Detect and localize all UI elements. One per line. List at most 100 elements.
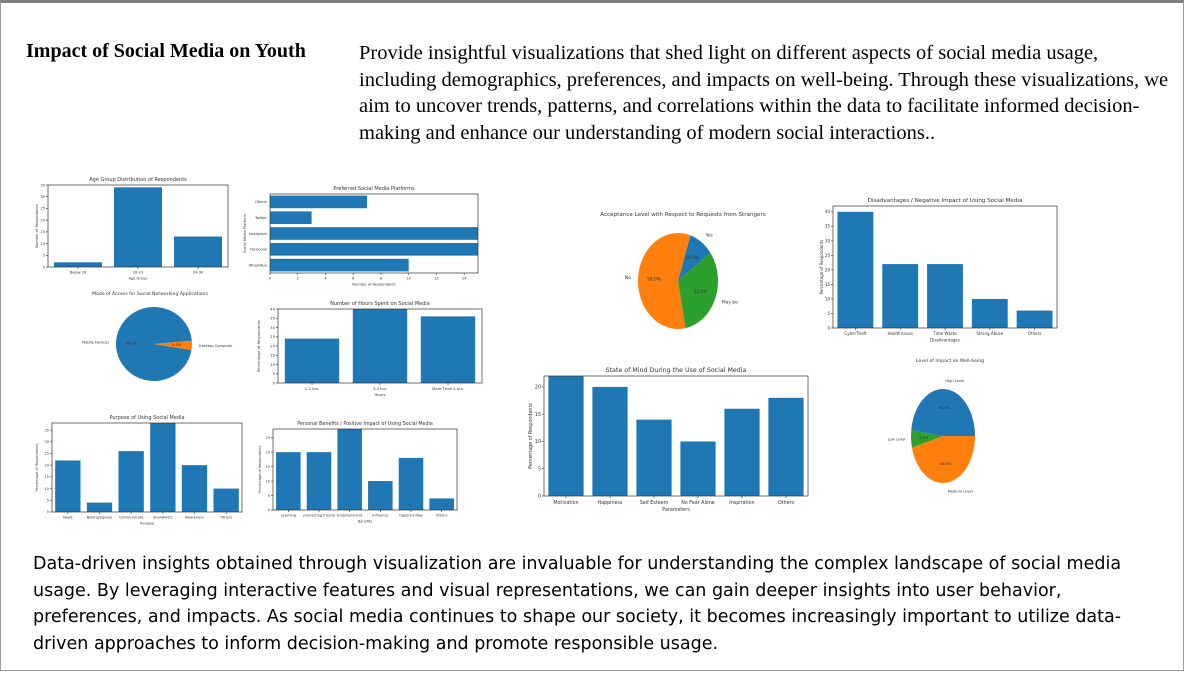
x-axis-label: Age Group — [128, 277, 148, 281]
chart-title: Preferred Social Media Platforms — [333, 186, 415, 192]
x-axis-label: Hours — [374, 392, 385, 397]
x-tick-label: Others — [436, 514, 448, 518]
y-tick-label: 5 — [273, 371, 276, 376]
platforms-chart-svg: Preferred Social Media Platforms WhatsApp… — [243, 186, 479, 287]
x-tick-label: CyberTheft — [844, 331, 867, 336]
x-tick-label: Self Esteem — [640, 500, 669, 506]
x-tick-label: No Fear Alone — [681, 500, 715, 506]
y-tick-label: 25 — [266, 436, 270, 440]
y-tick-label: 0 — [43, 265, 46, 269]
chart-title: Disadvantages / Negative Impact of Using… — [868, 198, 1023, 204]
plot-frame — [543, 375, 809, 497]
wellbeing-chart-svg: Level of Impact on Well-being High Level 4… — [888, 358, 985, 493]
x-axis-label: Purpose — [140, 521, 154, 525]
x-tick-label: Others — [1028, 331, 1041, 336]
bar — [270, 195, 368, 209]
x-tick-label: Opportunities — [399, 514, 423, 518]
x-tick-label: 10 — [406, 277, 411, 281]
bar — [882, 264, 919, 328]
bar — [284, 338, 340, 383]
chart-title: Personal Benefits / Positive Impact of U… — [297, 421, 433, 427]
y-tick-label: 15 — [535, 412, 541, 418]
bar — [971, 298, 1008, 328]
strangers-chart: Acceptance Level with Respect to Request… — [598, 206, 768, 336]
hours-chart: Number of Hours Spent on Social Media 1-2… — [252, 295, 492, 411]
y-tick-label: 35 — [40, 183, 45, 187]
x-tick-label: 18-23 — [133, 271, 143, 275]
bar — [927, 264, 963, 328]
x-tick-label: Others — [220, 516, 232, 520]
y-axis-label: Social Media Platform — [243, 214, 247, 253]
y-tick-label: 25 — [45, 452, 49, 456]
bar — [680, 441, 716, 496]
bar — [306, 452, 332, 510]
bar — [270, 211, 312, 225]
state-of-mind-chart: State of Mind During the Use of Social M… — [522, 362, 814, 518]
y-tick-label: 30 — [45, 440, 49, 444]
chart-title: State of Mind During the Use of Social M… — [606, 367, 747, 374]
bar — [352, 309, 408, 383]
bar — [118, 451, 144, 512]
bar — [837, 211, 874, 328]
plot-frame — [47, 184, 229, 268]
chart-title: Mode of Access for Social Networking App… — [92, 291, 208, 297]
y-tick-label: 20 — [270, 343, 275, 348]
x-tick-label: News — [63, 516, 73, 520]
x-tick-label: Awareness — [185, 516, 204, 520]
y-tick-label: 5 — [43, 254, 45, 258]
access-mode-chart: Mode of Access for Social Networking App… — [80, 289, 233, 385]
wellbeing-chart: Level of Impact on Well-being High Level 4… — [888, 352, 1010, 493]
slice-label: High Level — [945, 379, 964, 383]
x-tick-label: More Than 4 hrs. — [432, 386, 464, 391]
x-tick-label: Learning — [281, 514, 296, 518]
slice-percent: 46.0% — [940, 462, 952, 466]
y-tick-label: 15 — [270, 353, 275, 358]
chart-title: Acceptance Level with Respect to Request… — [600, 212, 765, 218]
slice-label: Low Level — [888, 438, 906, 442]
bar — [398, 457, 424, 510]
y-tick-label: Facebook — [250, 248, 268, 252]
y-tick-label: 10 — [40, 242, 45, 246]
x-tick-label: Others — [778, 500, 795, 506]
x-tick-label: Time Waste — [932, 331, 957, 336]
slice-percent: 58.0% — [647, 277, 661, 283]
bar — [270, 258, 409, 272]
slice-label: Yes — [705, 233, 714, 239]
x-tick-label: 14 — [462, 277, 467, 281]
age-group-chart: Age Group Distribution of Respondents Bel… — [28, 171, 238, 291]
disadvantages-chart-svg: Disadvantages / Negative Impact of Using… — [819, 198, 1058, 342]
y-tick-label: 40 — [270, 306, 275, 311]
y-tick-label: 10 — [270, 362, 275, 367]
bar — [270, 242, 478, 256]
x-tick-label: 8 — [380, 277, 383, 281]
x-tick-label: Happiness — [598, 500, 623, 506]
y-tick-label: 15 — [825, 282, 831, 287]
intro-paragraph: Provide insightful visualizations that s… — [359, 42, 1169, 144]
y-tick-label: 15 — [45, 475, 49, 479]
y-tick-label: 10 — [45, 487, 49, 491]
bar — [337, 429, 362, 510]
x-tick-label: connecting friends — [303, 514, 336, 518]
platforms-chart: Preferred Social Media Platforms WhatsApp… — [240, 180, 490, 296]
bar — [181, 465, 208, 512]
slice-percent: 32.0% — [693, 289, 707, 295]
slice-label: May be — [722, 299, 738, 305]
y-tick-label: 40 — [825, 209, 831, 214]
y-tick-label: 0 — [273, 380, 276, 385]
y-tick-label: 30 — [270, 325, 275, 330]
bar — [270, 227, 478, 240]
bar — [368, 481, 393, 510]
chart-title: Age Group Distribution of Respondents — [89, 177, 187, 183]
slice-percent: 10.0% — [685, 255, 699, 261]
x-tick-label: 3-4 hrs. — [373, 386, 388, 391]
strangers-chart-svg: Acceptance Level with Respect to Request… — [600, 212, 766, 329]
x-axis-label: Disadvantages — [930, 337, 960, 342]
y-tick-label: 20 — [825, 267, 831, 272]
bar — [55, 460, 81, 512]
bar — [114, 187, 162, 267]
pie-slice — [678, 235, 711, 281]
y-tick-label: Others — [255, 200, 267, 204]
plot-frame — [269, 193, 479, 274]
pie-slice — [911, 430, 943, 448]
